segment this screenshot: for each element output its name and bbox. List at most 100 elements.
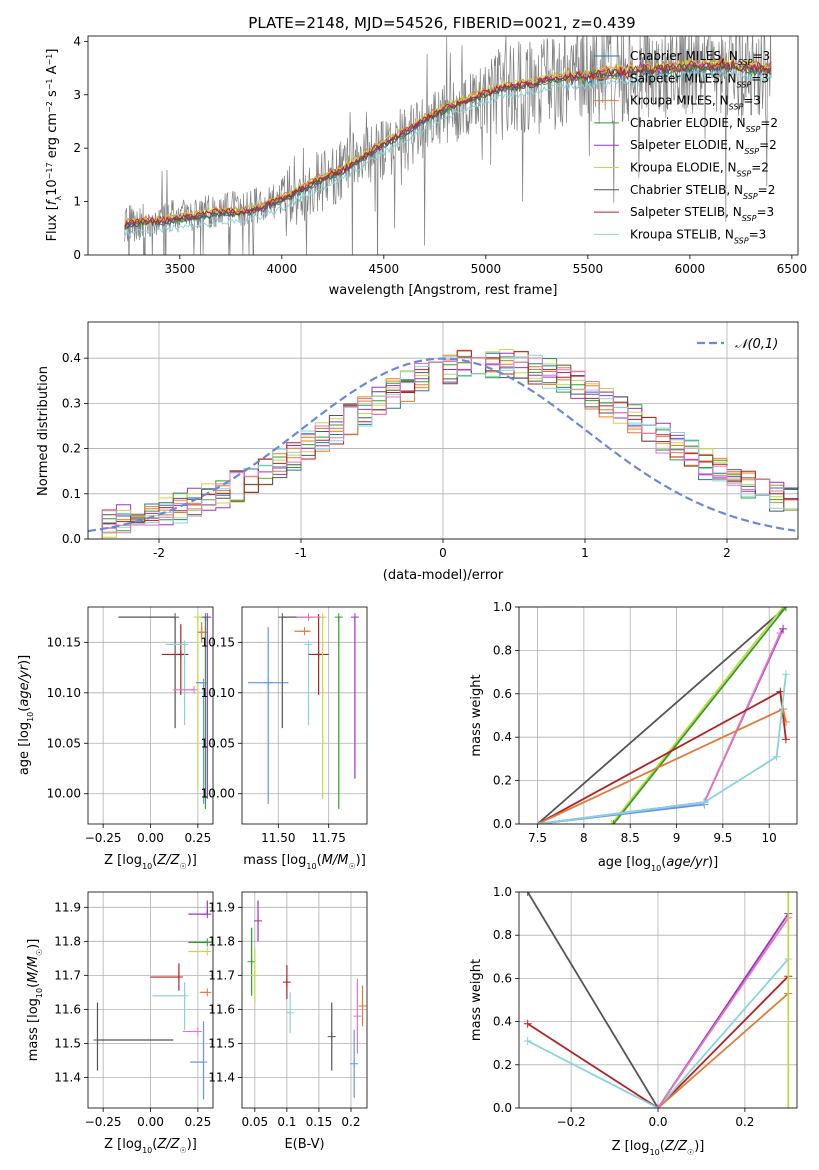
label-part: 10 [35,988,44,998]
plot-area [93,900,212,1100]
x-tick-label: 2 [723,546,731,560]
x-tick-label: 0.0 [648,1115,667,1129]
label-part: SSP [743,191,758,200]
x-tick-label: 9.5 [713,831,732,845]
y-tick-label: 0.0 [62,532,81,546]
x-tick-label: 10 [762,831,777,845]
y-tick-label: 0.4 [493,1015,512,1029]
label-part: )] [694,1139,704,1154]
plot-area [118,613,212,809]
panel-mass-vs-Z: −0.25 0.00 0.25 11.4 11.5 11.6 11.7 11.8 11.9 Z [… [26,891,214,1155]
label-part: Salpeter MILES, N [630,71,737,85]
y-tick-label: 1 [73,195,81,209]
x-axis-label: E(B-V) [284,1137,324,1152]
data-point [327,1032,336,1041]
x-tick-label: 9 [673,831,681,845]
label-part: −1 [45,78,54,90]
y-tick-label: 11.4 [208,1070,235,1084]
plot-area [247,900,367,1098]
y-tick-label: 3 [73,88,81,102]
x-tick-label: 0.2 [735,1115,754,1129]
y-tick-label: 11.6 [208,1002,235,1016]
residual-histogram [88,357,798,539]
y-tick-label: 0.8 [493,928,512,942]
x-tick-label: 4500 [369,262,400,276]
weight-marker [772,752,781,761]
y-tick-label: 11.9 [208,900,235,914]
label-part: −2 [45,101,54,113]
label-part: 10 [142,1146,152,1155]
label-part: ( [152,1137,157,1152]
label-part: SSP [744,147,759,156]
label-part: A [45,65,60,78]
label-part: Salpeter ELODIE, N [630,138,744,152]
y-tick-label: 0 [73,248,81,262]
label-part: Flux [ [45,205,60,241]
label-part: )] [187,853,197,868]
y-tick-label: 0.8 [493,643,512,657]
weight-marker [784,892,793,896]
plot-area [248,613,359,809]
weight-marker [781,735,790,744]
data-point [203,947,212,956]
data-point [350,1059,359,1068]
x-tick-label: 8.5 [621,831,640,845]
panel-residuals: -2 -1 0 1 2 0.0 0.1 0.2 0.3 0.4 𝒩(0,1) (data-model)… [36,321,799,583]
x-tick-label: 1 [581,546,589,560]
y-tick-label: 10.05 [47,736,81,750]
x-tick-label: 11.75 [312,831,346,845]
label-part: =3 [743,94,761,108]
panel-mass-weight-vs-Z: −0.2 0.0 0.2 0.0 0.2 0.4 0.6 0.8 1.0 Z [log10(Z/Z… [469,885,798,1157]
data-point [176,650,185,659]
legend-entry: Chabrier MILES, NSSP=3 [630,49,770,67]
y-tick-label: 2 [73,141,81,155]
weight-marker [779,624,788,633]
label-part: −17 [45,162,54,179]
label-part: ( [317,853,322,868]
y-tick-label: 11.8 [54,934,81,948]
x-tick-label: 0.25 [184,1115,211,1129]
x-tick-label: −0.2 [557,1115,586,1129]
weight-marker [654,1104,662,1108]
weight-line [612,607,787,824]
weight-line [537,707,787,824]
x-axis-label: Z [log10(Z/Z☉)] [104,1137,197,1155]
weight-line [537,632,782,824]
label-part: 10 [651,864,661,873]
x-axis-label: mass [log10(M/M☉)] [243,853,366,871]
label-part: 10 [650,1148,660,1157]
data-point [282,978,291,987]
legend-entry: Chabrier STELIB, NSSP=2 [630,183,775,201]
label-part: ( [17,707,32,712]
axes-frame [87,891,214,1109]
y-tick-label: 11.5 [54,1036,81,1050]
label-part: ( [660,1139,665,1154]
label-part: SSP [734,236,749,245]
label-part: Z/Z [156,1137,180,1152]
y-tick-label: 0.0 [493,1101,512,1115]
label-part: ☉ [180,1146,187,1155]
x-axis-label: wavelength [Angstrom, rest frame] [329,283,558,298]
model-spectrum-line [124,59,772,228]
x-tick-label: −0.25 [85,831,122,845]
y-axis-label: age [log10(age/yr)] [17,655,35,775]
label-part: s [45,90,60,101]
weight-line [527,958,789,1108]
label-part: ] [45,49,60,54]
label-part: SSP [742,214,757,223]
label-part: Z [log [104,853,142,868]
data-point [314,650,323,659]
data-point [353,1012,362,1021]
plot-area [523,892,793,1108]
legend-entry: Salpeter STELIB, NSSP=3 [630,205,774,223]
x-axis-label: (data-model)/error [383,568,504,583]
label-part: M/M [26,956,41,983]
label-part: 10 [306,862,316,871]
x-tick-label: 0.05 [241,1115,268,1129]
weight-marker [784,1104,793,1108]
label-part: 10 [26,712,35,722]
label-part: age/yr [17,663,32,706]
label-part: 10 [142,862,152,871]
data-point [93,1035,102,1044]
label-part: Chabrier STELIB, N [630,183,743,197]
